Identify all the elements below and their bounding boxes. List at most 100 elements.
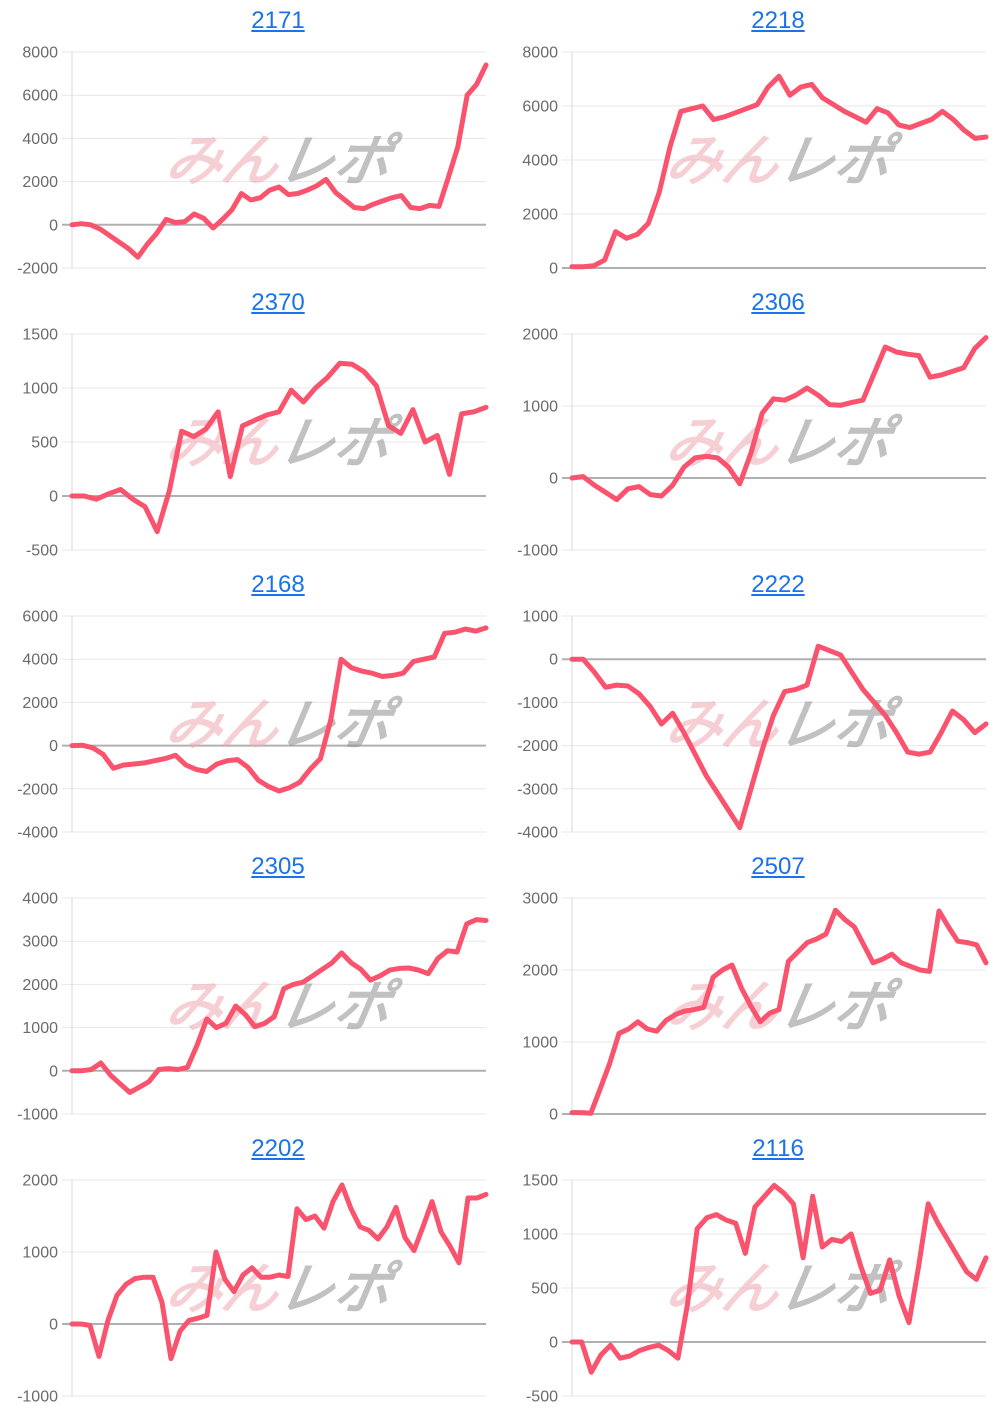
chart-title-link[interactable]: 2116 [752,1135,804,1162]
y-tick-label: -2000 [17,781,58,798]
line-chart: 6000 4000 2000 0 -2000 -4000 みんレポ [17,609,489,842]
watermark: みんレポ [661,975,904,1038]
y-tick-label: 0 [549,261,558,278]
y-tick-label: 1000 [22,1245,58,1262]
chart-card: 2168 6000 4000 2000 0 -2000 -4000 みんレポ [0,564,500,846]
series-line [69,1182,489,1362]
y-tick-label: 3000 [522,891,558,908]
y-tick-label: 1500 [522,1173,558,1190]
y-tick-label: -4000 [517,825,558,842]
chart-card: 2218 8000 6000 4000 2000 0 みんレポ [500,0,1000,282]
series-line [569,907,989,1116]
y-tick-label: -4000 [17,825,58,842]
svg-text:みんレポ: みんレポ [661,129,904,192]
line-chart: 1000 0 -1000 -2000 -3000 -4000 みんレポ [517,609,989,842]
y-tick-label: -1000 [517,695,558,712]
line-chart: 3000 2000 1000 0 みんレポ [522,891,989,1124]
y-tick-label: -500 [526,1389,558,1406]
chart-title: 2202 [0,1128,500,1170]
y-tick-label: -500 [26,543,58,560]
series-line [569,73,989,270]
chart-title-link[interactable]: 2171 [251,7,305,34]
svg-text:みんレポ: みんレポ [161,129,404,192]
chart-title: 2116 [500,1128,1000,1170]
y-tick-label: 4000 [22,891,58,908]
line-chart: 2000 1000 0 -1000 みんレポ [17,1173,489,1406]
y-tick-label: 0 [49,738,58,755]
y-tick-label: 2000 [522,207,558,224]
y-tick-label: -1000 [17,1389,58,1406]
y-tick-label: 0 [49,217,58,234]
y-tick-label: 0 [49,1317,58,1334]
y-tick-label: 6000 [22,609,58,626]
y-tick-label: 1000 [522,1035,558,1052]
y-tick-label: 4000 [22,131,58,148]
chart-title-link[interactable]: 2222 [751,571,805,598]
chart-title-link[interactable]: 2218 [751,7,805,34]
y-tick-label: 500 [531,1281,558,1298]
chart-title-link[interactable]: 2507 [751,853,805,880]
chart-card: 2171 8000 6000 4000 2000 0 -2000 みんレポ [0,0,500,282]
chart-title: 2507 [500,846,1000,888]
y-tick-label: 2000 [22,1173,58,1190]
chart-title-link[interactable]: 2168 [251,571,305,598]
series-line [69,625,489,794]
series-line [569,643,989,831]
y-tick-label: -1000 [17,1107,58,1124]
y-tick-label: 0 [549,471,558,488]
y-tick-label: 1000 [22,381,58,398]
y-tick-label: 4000 [22,652,58,669]
svg-text:みんレポ: みんレポ [661,693,904,756]
chart-title-link[interactable]: 2306 [751,289,805,316]
y-tick-label: 3000 [22,934,58,951]
svg-text:みんレポ: みんレポ [661,411,904,474]
chart-title-link[interactable]: 2370 [251,289,305,316]
line-chart: 4000 3000 2000 1000 0 -1000 みんレポ [17,891,489,1124]
svg-text:みんレポ: みんレポ [161,975,404,1038]
y-tick-label: 1000 [22,1020,58,1037]
y-tick-label: 2000 [22,174,58,191]
line-chart: 8000 6000 4000 2000 0 みんレポ [522,45,989,278]
y-tick-label: -2000 [17,261,58,278]
y-tick-label: 4000 [522,153,558,170]
svg-text:みんレポ: みんレポ [161,1257,404,1320]
watermark: みんレポ [161,411,404,474]
watermark: みんレポ [661,129,904,192]
y-tick-label: 2000 [22,977,58,994]
chart-card: 2116 1500 1000 500 0 -500 みんレポ [500,1128,1000,1410]
y-tick-label: -2000 [517,738,558,755]
chart-title: 2370 [0,282,500,324]
chart-title-link[interactable]: 2305 [251,853,305,880]
line-chart: 8000 6000 4000 2000 0 -2000 みんレポ [17,45,489,278]
chart-card: 2222 1000 0 -1000 -2000 -3000 -4000 みんレポ [500,564,1000,846]
y-tick-label: 0 [549,1107,558,1124]
y-tick-label: 500 [31,435,58,452]
chart-card: 2202 2000 1000 0 -1000 みんレポ [0,1128,500,1410]
y-tick-label: 2000 [522,963,558,980]
y-tick-label: 1000 [522,609,558,626]
chart-title: 2218 [500,0,1000,42]
watermark: みんレポ [161,1257,404,1320]
y-tick-label: 2000 [522,327,558,344]
y-tick-label: 0 [49,1063,58,1080]
series-line [569,335,989,503]
y-tick-label: 6000 [522,99,558,116]
chart-card: 2305 4000 3000 2000 1000 0 -1000 みんレポ [0,846,500,1128]
chart-title: 2222 [500,564,1000,606]
chart-title-link[interactable]: 2202 [251,1135,305,1162]
y-tick-label: 1500 [22,327,58,344]
chart-title: 2171 [0,0,500,42]
y-tick-label: 8000 [22,45,58,62]
y-tick-label: 1000 [522,1227,558,1244]
watermark: みんレポ [161,693,404,756]
y-tick-label: 2000 [22,695,58,712]
watermark: みんレポ [161,129,404,192]
series-line [69,62,489,260]
y-tick-label: 0 [549,652,558,669]
watermark: みんレポ [661,693,904,756]
svg-text:みんレポ: みんレポ [161,411,404,474]
line-chart: 2000 1000 0 -1000 みんレポ [517,327,989,560]
